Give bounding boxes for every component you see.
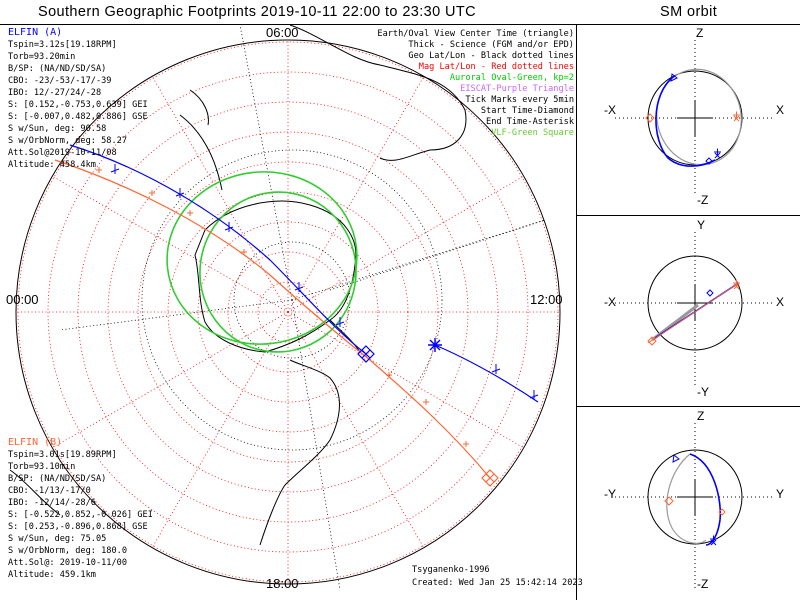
map-frame bbox=[0, 24, 576, 600]
elfin-b-track-line bbox=[54, 159, 491, 479]
elfin-b-line: Tspin=3.01s[19.89RPM] bbox=[8, 450, 117, 460]
elfin-a-line: Torb=93.20min bbox=[8, 52, 76, 62]
sm-panel-2-top-label: Y bbox=[697, 218, 706, 232]
legend-line: Geo Lat/Lon - Black dotted lines bbox=[408, 51, 574, 61]
sm-panel-2-bottom-label: -Y bbox=[697, 385, 709, 399]
clock-label-left: 00:00 bbox=[6, 292, 39, 307]
elfin-b-line: S: [-0.522,0.852,-0.026] GEI bbox=[8, 510, 153, 520]
elfin-b-line: Att.Sol@: 2019-10-11/00 bbox=[8, 558, 127, 568]
legend-line: Thick - Science (FGM and/or EPD) bbox=[408, 40, 574, 50]
sm-panel-1-left-label: -X bbox=[604, 103, 616, 117]
sm-panel-1-right-label: X bbox=[776, 103, 785, 117]
sm-panel-3-top-label: Z bbox=[697, 409, 705, 423]
elfin-a-line: S: [0.152,-0.753,0.639] GEI bbox=[8, 100, 148, 110]
sm-panel-separator-1 bbox=[577, 24, 800, 25]
clock-label-bottom: 18:00 bbox=[266, 576, 299, 591]
legend-line: Mag Lat/Lon - Red dotted lines bbox=[418, 62, 574, 72]
elfin-a-line: CBO: -23/-53/-17/-39 bbox=[8, 76, 112, 86]
geo-grid bbox=[59, 25, 546, 591]
auroral-oval bbox=[166, 171, 358, 353]
coastlines bbox=[9, 25, 467, 546]
legend-line: Auroral Oval-Green, kp=2 bbox=[449, 73, 574, 83]
sm-panel-2-left-label: -X bbox=[604, 295, 616, 309]
elfin-a-line: S: [-0.007,0.482,0.886] GSE bbox=[8, 112, 148, 122]
elfin-a-track-line-2 bbox=[434, 344, 539, 403]
sm-panel-1-top-label: Z bbox=[696, 26, 704, 40]
sm-panel-2-right-label: X bbox=[776, 295, 785, 309]
elfin-a-line: S w/OrbNorm, deg: 58.27 bbox=[8, 136, 127, 146]
elfin-a-line: Altitude: 458.4km bbox=[8, 160, 96, 170]
sm-panel-xz bbox=[615, 40, 775, 195]
sm-panel-xy bbox=[615, 232, 775, 386]
elfin-a-line: IBO: 12/-27/24/-28 bbox=[8, 88, 102, 98]
sm-panel-3-right-label: Y bbox=[776, 487, 785, 501]
sm-panel-1-bottom-label: -Z bbox=[697, 193, 709, 207]
sm-panel-yz bbox=[615, 423, 775, 590]
elfin-a-end-asterisk bbox=[428, 338, 442, 352]
elfin-a-line: B/SP: (NA/ND/SD/SA) bbox=[8, 64, 107, 74]
elfin-b-line: B/SP: (NA/ND/SD/SA) bbox=[8, 474, 107, 484]
elfin-a-name: ELFIN (A) bbox=[8, 27, 63, 38]
legend-line: Tick Marks every 5min bbox=[465, 95, 574, 105]
legend-line: Earth/Oval View Center Time (triangle) bbox=[377, 29, 574, 39]
sm-panel-divider bbox=[576, 24, 577, 600]
elfin-b-line: S w/Sun, deg: 75.05 bbox=[8, 534, 107, 544]
elfin-b-start-diamond bbox=[481, 469, 499, 487]
legend-line: Start Time-Diamond bbox=[480, 106, 574, 116]
sm-orbit-title: SM orbit bbox=[660, 4, 718, 20]
elfin-a-track bbox=[69, 144, 539, 403]
elfin-b-line: S: [0.253,-0.896,0.868] GSE bbox=[8, 522, 148, 532]
clock-label-top: 06:00 bbox=[266, 25, 299, 40]
elfin-a-line: Tspin=3.12s[19.18RPM] bbox=[8, 40, 117, 50]
sm-panel-3-left-label: -Y bbox=[604, 487, 616, 501]
elfin-b-name: ELFIN (B) bbox=[8, 437, 63, 448]
elfin-a-ticks bbox=[110, 164, 539, 400]
elfin-b-ticks bbox=[96, 167, 469, 447]
polar-footprint-map bbox=[9, 25, 561, 591]
elfin-b-line: CBO: -1/13/-17/0 bbox=[8, 486, 91, 496]
legend-line: EISCAT-Purple Triangle bbox=[460, 84, 574, 94]
elfin-a-line: Att.Sol@2019-10-11/08 bbox=[8, 148, 117, 158]
elfin-a-line: S w/Sun, deg: 90.58 bbox=[8, 124, 107, 134]
legend-line: End Time-Asterisk bbox=[486, 117, 574, 127]
sm-panel-3-bottom-label: -Z bbox=[697, 577, 709, 591]
legend-line: VLF-Green Square bbox=[491, 128, 574, 138]
map-boundary bbox=[15, 39, 561, 585]
sm-panel-separator-3 bbox=[577, 406, 800, 407]
created-label: Created: Wed Jan 25 15:42:14 2023 bbox=[412, 578, 583, 588]
elfin-b-line: IBO: -12/14/-28/6 bbox=[8, 498, 96, 508]
clock-label-right: 12:00 bbox=[530, 292, 563, 307]
sm-panel-separator-2 bbox=[577, 215, 800, 216]
plot-title: Southern Geographic Footprints 2019-10-1… bbox=[38, 4, 477, 20]
elfin-a-start-diamond bbox=[357, 345, 375, 363]
elfin-b-line: Altitude: 459.1km bbox=[8, 570, 96, 580]
elfin-b-track bbox=[54, 159, 499, 487]
elfin-b-line: Torb=93.10min bbox=[8, 462, 76, 472]
elfin-b-line: S w/OrbNorm, deg: 180.0 bbox=[8, 546, 127, 556]
elfin-a-track-line bbox=[69, 144, 367, 355]
model-label: Tsyganenko-1996 bbox=[412, 565, 490, 575]
